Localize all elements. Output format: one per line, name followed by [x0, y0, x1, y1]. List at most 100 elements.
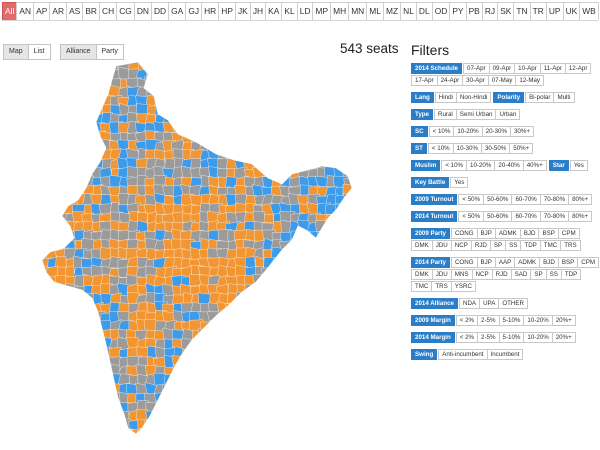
- constituency-region[interactable]: [290, 61, 302, 72]
- constituency-region[interactable]: [325, 392, 339, 407]
- constituency-region[interactable]: [47, 96, 59, 108]
- constituency-region[interactable]: [20, 76, 32, 91]
- constituency-region[interactable]: [253, 349, 266, 360]
- constituency-region[interactable]: [288, 149, 301, 163]
- constituency-region[interactable]: [200, 86, 213, 102]
- constituency-region[interactable]: [217, 438, 231, 440]
- constituency-region[interactable]: [37, 429, 51, 441]
- constituency-region[interactable]: [55, 329, 70, 344]
- state-tab-wb[interactable]: WB: [579, 2, 599, 20]
- constituency-region[interactable]: [55, 372, 69, 387]
- constituency-region[interactable]: [372, 419, 375, 434]
- filter-option-party-2014[interactable]: SS: [545, 269, 562, 280]
- constituency-region[interactable]: [209, 139, 222, 153]
- constituency-region[interactable]: [227, 437, 238, 440]
- constituency-region[interactable]: [171, 374, 186, 389]
- constituency-region[interactable]: [54, 427, 67, 439]
- constituency-region[interactable]: [363, 412, 372, 422]
- constituency-region[interactable]: [153, 418, 167, 433]
- constituency-region[interactable]: [235, 123, 249, 137]
- state-tab-ml[interactable]: ML: [366, 2, 384, 20]
- state-tab-ap[interactable]: AP: [33, 2, 51, 20]
- constituency-region[interactable]: [198, 337, 213, 352]
- constituency-region[interactable]: [90, 68, 104, 82]
- constituency-region[interactable]: [154, 60, 169, 73]
- constituency-region[interactable]: [207, 103, 222, 118]
- constituency-region[interactable]: [72, 365, 88, 380]
- filter-option-party-2014[interactable]: YSRC: [450, 281, 476, 292]
- constituency-region[interactable]: [72, 383, 87, 397]
- constituency-region[interactable]: [369, 437, 375, 440]
- constituency-region[interactable]: [307, 239, 319, 253]
- constituency-region[interactable]: [74, 122, 86, 133]
- constituency-region[interactable]: [343, 294, 356, 307]
- constituency-region[interactable]: [288, 311, 301, 324]
- constituency-region[interactable]: [20, 427, 33, 440]
- constituency-region[interactable]: [181, 347, 197, 362]
- constituency-region[interactable]: [306, 428, 320, 440]
- constituency-region[interactable]: [288, 302, 304, 316]
- constituency-region[interactable]: [38, 392, 52, 407]
- constituency-region[interactable]: [333, 347, 346, 361]
- constituency-region[interactable]: [20, 339, 32, 351]
- constituency-region[interactable]: [263, 131, 276, 144]
- constituency-region[interactable]: [189, 419, 205, 433]
- constituency-region[interactable]: [263, 214, 274, 224]
- constituency-region[interactable]: [361, 284, 374, 299]
- constituency-region[interactable]: [261, 86, 276, 101]
- constituency-region[interactable]: [198, 438, 210, 440]
- constituency-region[interactable]: [344, 238, 355, 252]
- constituency-region[interactable]: [228, 140, 239, 153]
- constituency-region[interactable]: [216, 95, 230, 108]
- state-tab-br[interactable]: BR: [82, 2, 100, 20]
- constituency-region[interactable]: [30, 60, 40, 73]
- constituency-region[interactable]: [317, 140, 332, 155]
- constituency-region[interactable]: [351, 148, 363, 163]
- constituency-region[interactable]: [65, 300, 78, 316]
- constituency-region[interactable]: [252, 429, 267, 440]
- constituency-region[interactable]: [279, 112, 294, 126]
- constituency-region[interactable]: [20, 248, 32, 260]
- constituency-region[interactable]: [39, 383, 51, 396]
- constituency-region[interactable]: [334, 221, 348, 236]
- constituency-region[interactable]: [281, 61, 294, 70]
- constituency-region[interactable]: [350, 258, 365, 270]
- constituency-region[interactable]: [45, 230, 61, 244]
- constituency-region[interactable]: [235, 76, 249, 90]
- constituency-region[interactable]: [73, 311, 88, 326]
- constituency-region[interactable]: [326, 400, 340, 415]
- constituency-region[interactable]: [45, 150, 59, 164]
- constituency-region[interactable]: [372, 365, 375, 378]
- constituency-region[interactable]: [315, 330, 330, 343]
- constituency-region[interactable]: [198, 346, 212, 360]
- constituency-region[interactable]: [252, 105, 268, 118]
- constituency-region[interactable]: [55, 68, 69, 82]
- filter-option-party-2009[interactable]: TRS: [560, 240, 581, 251]
- constituency-region[interactable]: [190, 112, 203, 128]
- constituency-region[interactable]: [65, 328, 78, 341]
- constituency-region[interactable]: [272, 86, 286, 101]
- constituency-region[interactable]: [47, 122, 60, 136]
- constituency-region[interactable]: [289, 95, 302, 109]
- constituency-region[interactable]: [262, 319, 277, 332]
- constituency-region[interactable]: [225, 61, 241, 74]
- constituency-region[interactable]: [280, 439, 293, 440]
- constituency-region[interactable]: [63, 401, 76, 413]
- constituency-region[interactable]: [371, 248, 375, 260]
- constituency-region[interactable]: [370, 166, 375, 181]
- constituency-region[interactable]: [352, 419, 365, 431]
- filter-option-lang[interactable]: Non-Hindi: [455, 92, 492, 103]
- filter-option-party-2009[interactable]: TMC: [539, 240, 562, 251]
- constituency-region[interactable]: [188, 373, 202, 388]
- constituency-region[interactable]: [253, 282, 265, 298]
- constituency-region[interactable]: [219, 430, 231, 440]
- constituency-region[interactable]: [198, 410, 212, 424]
- constituency-region[interactable]: [362, 223, 373, 236]
- constituency-region[interactable]: [217, 103, 230, 117]
- constituency-region[interactable]: [252, 87, 268, 100]
- constituency-region[interactable]: [135, 428, 148, 439]
- constituency-region[interactable]: [20, 302, 32, 317]
- alliance-mode-button[interactable]: Alliance: [60, 44, 97, 60]
- india-constituency-map[interactable]: [20, 60, 375, 440]
- constituency-region[interactable]: [100, 411, 114, 424]
